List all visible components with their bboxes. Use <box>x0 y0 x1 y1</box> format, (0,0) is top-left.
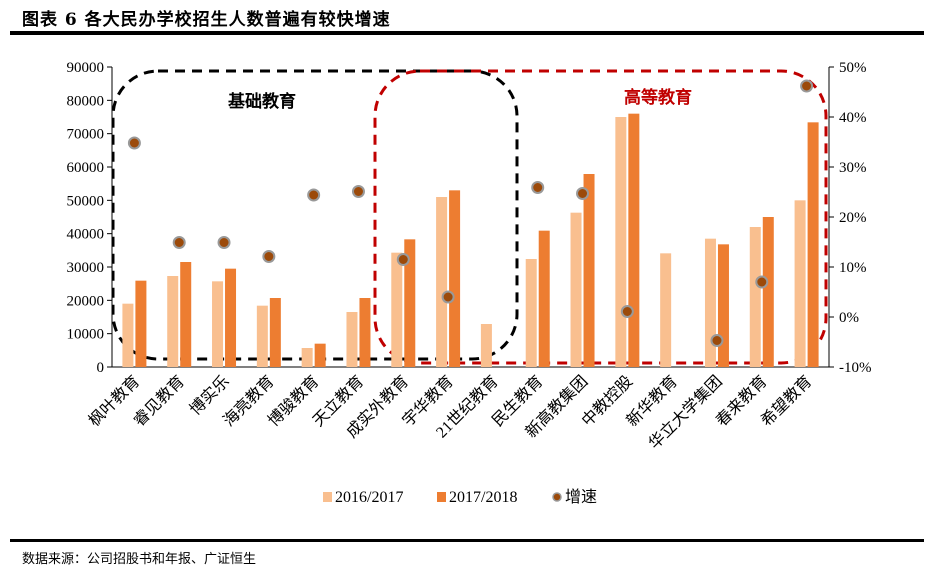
left-tick-label: 20000 <box>67 293 105 309</box>
growth-point <box>800 79 814 93</box>
growth-point <box>710 334 724 347</box>
left-tick-label: 40000 <box>67 227 105 243</box>
left-tick-label: 10000 <box>67 327 105 343</box>
left-tick-label: 30000 <box>67 260 105 276</box>
growth-point <box>620 305 634 318</box>
bar-2016-2017 <box>570 212 582 367</box>
growth-point <box>351 185 365 198</box>
bar-2017-2018 <box>135 280 147 367</box>
bar-2017-2018 <box>269 298 281 367</box>
bar-2016-2017 <box>436 197 448 367</box>
right-tick-label: -10% <box>839 360 872 376</box>
bar-2017-2018 <box>538 230 550 367</box>
bar-2016-2017 <box>391 252 403 367</box>
growth-point <box>307 188 321 202</box>
bar-2016-2017 <box>794 200 806 367</box>
left-tick-label: 80000 <box>67 93 105 109</box>
bar-2016-2017 <box>749 227 761 367</box>
bar-2017-2018 <box>225 268 237 367</box>
higher-education-box <box>373 69 828 365</box>
bar-2017-2018 <box>180 262 192 367</box>
left-tick-label: 90000 <box>67 60 105 76</box>
figure-title: 图表 6 各大民办学校招生人数普遍有较快增速 <box>22 10 391 30</box>
growth-point <box>441 290 455 304</box>
bottom-rule <box>10 539 924 542</box>
basic-education-box <box>111 69 519 361</box>
bar-2017-2018 <box>314 343 326 367</box>
left-tick-label: 70000 <box>67 127 105 143</box>
right-tick-label: 20% <box>839 210 867 226</box>
right-tick-label: 30% <box>839 160 867 176</box>
legend-label: 增速 <box>565 488 597 506</box>
growth-point <box>172 236 186 249</box>
bar-2016-2017 <box>480 324 492 367</box>
bar-2016-2017 <box>615 117 627 367</box>
legend-label: 2017/2018 <box>449 489 517 506</box>
growth-point <box>262 250 276 263</box>
growth-point <box>127 136 141 150</box>
annotation-basic-education: 基础教育 <box>227 91 296 111</box>
bar-2017-2018 <box>449 190 461 367</box>
bar-2017-2018 <box>807 122 819 367</box>
bar-2016-2017 <box>167 276 179 367</box>
bar-2016-2017 <box>256 305 268 367</box>
growth-point <box>576 187 590 200</box>
right-tick-label: 10% <box>839 260 867 276</box>
left-tick-label: 0 <box>97 360 105 376</box>
right-tick-label: 40% <box>839 110 867 126</box>
bar-2016-2017 <box>704 238 716 367</box>
bar-2016-2017 <box>346 312 358 367</box>
bar-2017-2018 <box>583 174 595 367</box>
bar-2016-2017 <box>525 259 537 367</box>
growth-point <box>755 275 769 289</box>
bar-2017-2018 <box>762 217 774 367</box>
right-tick-label: 50% <box>839 60 867 76</box>
left-tick-label: 50000 <box>67 193 105 209</box>
legend-swatch <box>323 492 332 502</box>
growth-point <box>217 236 231 249</box>
top-rule <box>10 31 924 35</box>
bar-2016-2017 <box>301 348 313 367</box>
bar-2017-2018 <box>359 298 371 367</box>
legend-swatch <box>437 492 446 502</box>
growth-point <box>396 253 410 266</box>
bar-2016-2017 <box>122 303 134 367</box>
bar-2017-2018 <box>717 244 729 367</box>
source-note: 数据来源：公司招股书和年报、广证恒生 <box>22 552 257 567</box>
legend-label: 2016/2017 <box>335 489 403 506</box>
bar-2016-2017 <box>660 253 672 367</box>
bar-2017-2018 <box>628 113 640 368</box>
bar-2016-2017 <box>212 281 224 367</box>
bar-2017-2018 <box>404 239 416 367</box>
left-tick-label: 60000 <box>67 160 105 176</box>
chart: 0 10000 20000 30000 40000 50000 60000 70000 8000… <box>67 60 872 506</box>
annotation-higher-education: 高等教育 <box>624 87 692 107</box>
legend-swatch <box>552 492 562 502</box>
growth-point <box>531 181 545 194</box>
right-tick-label: 0% <box>839 310 859 326</box>
